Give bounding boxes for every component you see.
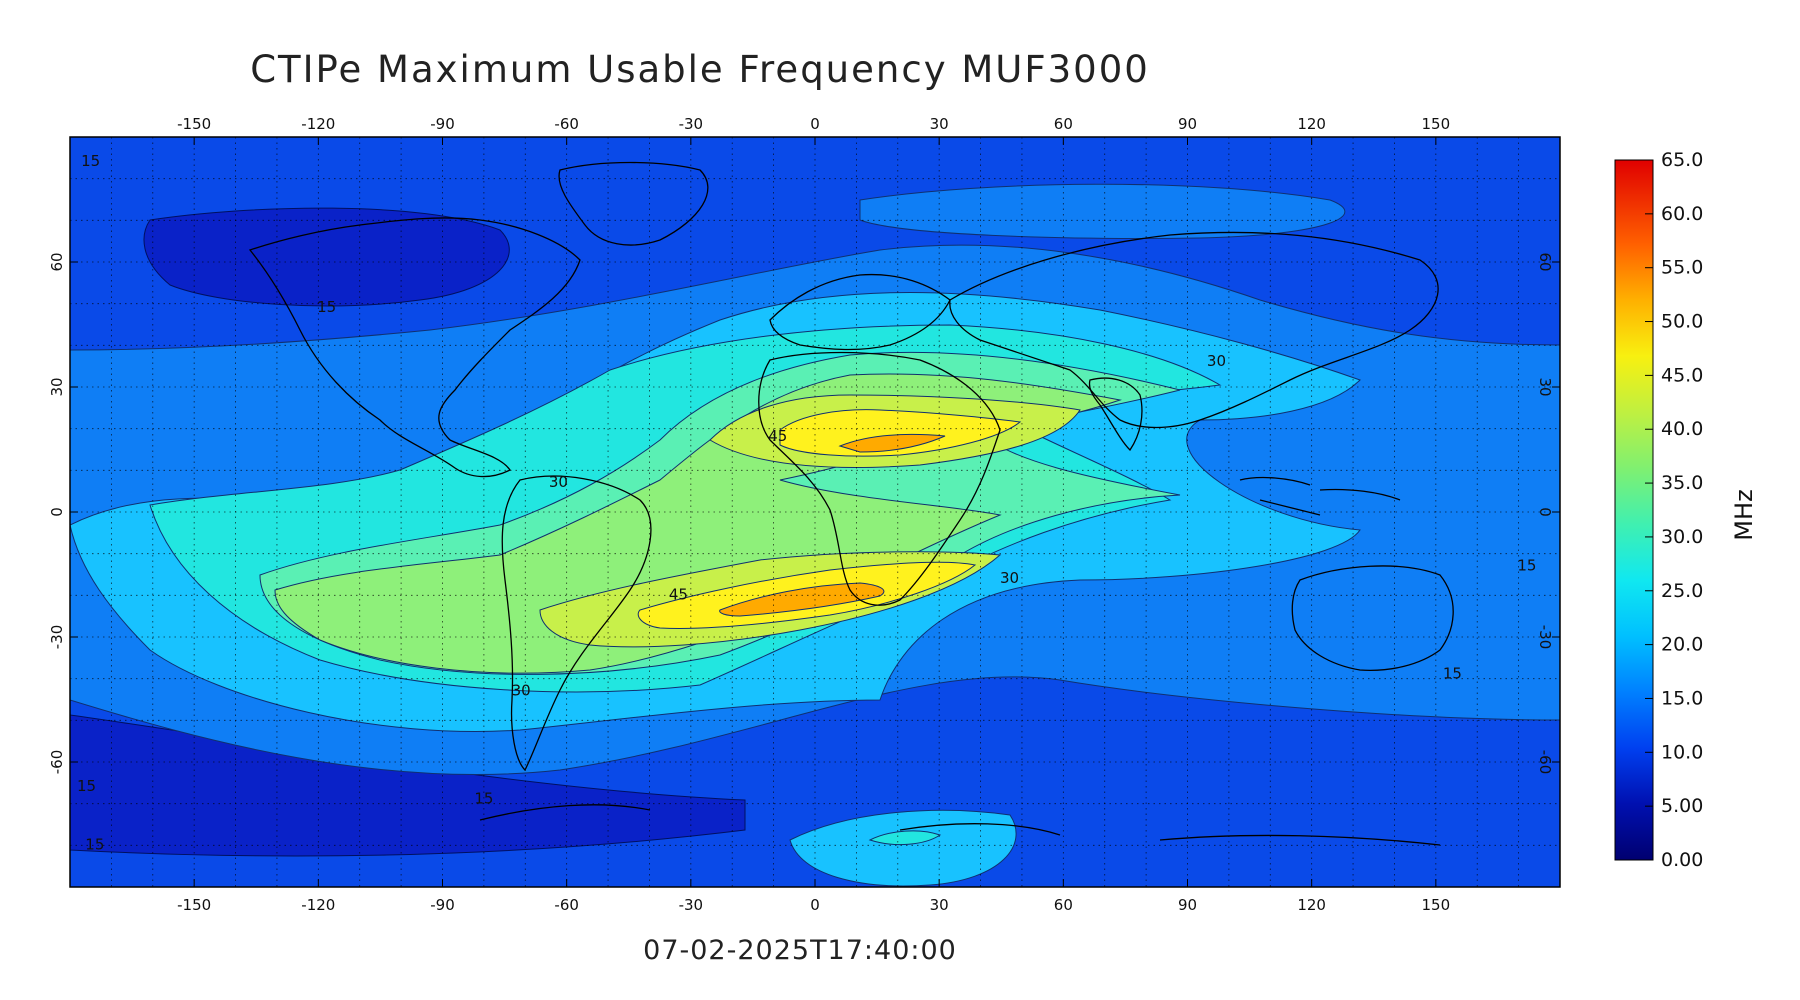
coastline-south-america [501, 475, 652, 772]
contour-band-50-north [838, 433, 946, 453]
colorbar-tick-label: 65.0 [1661, 149, 1703, 171]
contour-label: 15 [474, 790, 493, 808]
timestamp: 07-02-2025T17:40:00 [643, 935, 957, 966]
coastline-antarctica [479, 804, 1441, 846]
lat-tick-label-right: 30 [1536, 377, 1554, 396]
lon-tick-label-bottom: -90 [430, 896, 455, 914]
contour-label: 15 [77, 777, 96, 795]
lat-tick-label-right: 0 [1536, 507, 1554, 517]
colorbar-tick-label: 15.0 [1661, 687, 1703, 709]
lon-tick-label-top: 30 [930, 115, 949, 133]
coastline-australia [1291, 565, 1454, 671]
longitude-ticks-top: -150 -120 -90 -60 -30 0 30 60 90 120 150 [177, 115, 1450, 145]
lon-tick-label-bottom: -30 [679, 896, 704, 914]
lon-tick-label-bottom: 120 [1297, 896, 1326, 914]
lon-tick-label-bottom: -60 [554, 896, 579, 914]
contour-label: 15 [317, 298, 336, 316]
colorbar-tick-label: 0.00 [1661, 849, 1703, 871]
coastline-north-america [248, 217, 581, 478]
contour-labels: 15 15 30 45 30 45 30 15 15 30 15 15 15 [77, 152, 1536, 853]
lon-tick-label-top: 60 [1054, 115, 1073, 133]
contour-label: 15 [1517, 556, 1536, 574]
lat-tick-label-left: 60 [48, 252, 66, 271]
lon-tick-label-bottom: 30 [930, 896, 949, 914]
latitude-ticks-left: 60 30 0 -30 -60 [48, 252, 78, 774]
lat-tick-label-right: 60 [1536, 252, 1554, 271]
coastline-greenland [558, 161, 709, 246]
longitude-ticks-bottom: -150 -120 -90 -60 -30 0 30 60 90 120 150 [177, 879, 1450, 914]
coastline-europe [769, 273, 951, 351]
colorbar-tick-label: 25.0 [1661, 580, 1703, 602]
lon-tick-label-top: 150 [1422, 115, 1451, 133]
colorbar-tick-label: 60.0 [1661, 203, 1703, 225]
colorbar-unit-label: MHz [1730, 489, 1758, 540]
map-gridlines [70, 137, 1560, 887]
lon-tick-label-top: 0 [810, 115, 820, 133]
colorbar-tick-label: 20.0 [1661, 634, 1703, 656]
contour-band-50-south [719, 582, 885, 617]
colorbar-tick-label: 50.0 [1661, 311, 1703, 333]
colorbar-tick-label: 30.0 [1661, 526, 1703, 548]
contour-label: 15 [85, 836, 104, 854]
colorbar-tick-label: 45.0 [1661, 364, 1703, 386]
colorbar-tick-label: 35.0 [1661, 472, 1703, 494]
colorbar-tick-label: 10.0 [1661, 741, 1703, 763]
lon-tick-label-top: -90 [430, 115, 455, 133]
lon-tick-label-bottom: 0 [810, 896, 820, 914]
contour-band-20-antarctic [789, 809, 1017, 887]
colorbar-tick-label: 55.0 [1661, 257, 1703, 279]
lat-tick-label-left: 0 [48, 507, 66, 517]
contour-label: 30 [549, 473, 568, 491]
coastline-asia [949, 231, 1439, 429]
contour-band-15-north [859, 183, 1346, 239]
coastline-indonesia [1239, 476, 1401, 516]
contour-band-25-antarctic [868, 830, 942, 845]
lon-tick-label-bottom: 90 [1178, 896, 1197, 914]
contour-label: 45 [768, 427, 787, 445]
contour-band-10-north-pacific [143, 207, 510, 307]
contour-label: 30 [512, 681, 531, 699]
lat-tick-label-left: -30 [48, 625, 66, 650]
coastline-india [1088, 377, 1143, 452]
contour-label: 30 [1207, 352, 1226, 370]
lon-tick-label-bottom: -120 [301, 896, 335, 914]
lon-tick-label-top: -30 [679, 115, 704, 133]
lon-tick-label-top: -150 [177, 115, 211, 133]
contour-label: 30 [1000, 569, 1019, 587]
colorbar-tick-label: 40.0 [1661, 418, 1703, 440]
lat-tick-label-left: 30 [48, 377, 66, 396]
lon-tick-label-bottom: 60 [1054, 896, 1073, 914]
lon-tick-label-top: -120 [301, 115, 335, 133]
lat-tick-label-right: -30 [1536, 625, 1554, 650]
lon-tick-label-top: 90 [1178, 115, 1197, 133]
lon-tick-label-bottom: 150 [1422, 896, 1451, 914]
latitude-ticks-right: 60 30 0 -30 -60 [1536, 252, 1560, 774]
contour-label: 15 [1443, 665, 1462, 683]
lon-tick-label-bottom: -150 [177, 896, 211, 914]
colorbar: 65.0 60.0 55.0 50.0 45.0 40.0 35.0 30.0 25.0 20.0… [1614, 149, 1758, 871]
coastline-africa [758, 351, 1001, 606]
lat-tick-label-left: -60 [48, 750, 66, 775]
colorbar-tick-label: 5.00 [1661, 795, 1703, 817]
lat-tick-label-right: -60 [1536, 750, 1554, 775]
muf-contour-fields [70, 161, 1560, 887]
lon-tick-label-top: -60 [554, 115, 579, 133]
lon-tick-label-top: 120 [1297, 115, 1326, 133]
coastlines [248, 161, 1454, 846]
map-title: CTIPe Maximum Usable Frequency MUF3000 [250, 48, 1150, 91]
contour-band-45-north [779, 409, 1022, 457]
contour-label: 45 [669, 586, 688, 604]
map-panel: 15 15 30 45 30 45 30 15 15 30 15 15 15 -150 -120 -90 -6… [48, 115, 1561, 914]
colorbar-gradient [1614, 159, 1654, 861]
contour-label: 15 [81, 152, 100, 170]
colorbar-ticks: 65.0 60.0 55.0 50.0 45.0 40.0 35.0 30.0 25.0 20.0… [1645, 149, 1703, 871]
